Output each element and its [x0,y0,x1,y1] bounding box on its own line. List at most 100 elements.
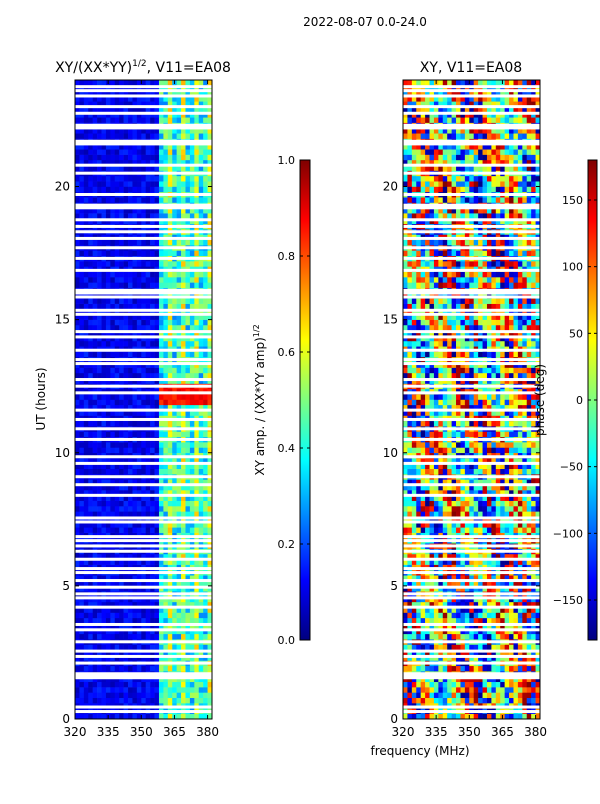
amplitude-cell [93,80,98,86]
phase-cell [412,634,417,640]
amplitude-cell [137,320,142,326]
amplitude-cell [146,261,151,267]
amplitude-cell [141,80,146,86]
missing-row [75,172,212,175]
amplitude-cell [128,442,133,448]
amplitude-cell [141,250,146,256]
amplitude-cell [159,213,164,219]
amplitude-cell [203,421,208,427]
amplitude-cell [115,442,120,448]
phase-cell [474,698,479,704]
amplitude-cell [199,240,204,246]
amplitude-cell [84,80,89,86]
amplitude-cell [141,187,146,193]
amplitude-cell [159,155,164,161]
amplitude-cell [203,692,208,698]
amplitude-cell [150,352,155,358]
amplitude-cell [203,687,208,693]
amplitude-cell [163,714,168,720]
phase-cell [469,682,474,688]
amplitude-cell [146,149,151,155]
amplitude-cell [163,304,168,310]
amplitude-cell [194,666,199,672]
phase-cell [434,687,439,693]
phase-cell [465,682,470,688]
amplitude-cell [119,250,124,256]
amplitude-cell [88,261,93,267]
phase-cell [513,714,518,720]
amplitude-cell [106,373,111,379]
amplitude-cell [132,298,137,304]
amplitude-cell [124,176,129,182]
amplitude-cell [181,506,186,512]
amplitude-cell [106,133,111,139]
amplitude-cell [137,469,142,475]
amplitude-cell [110,682,115,688]
amplitude-cell [150,421,155,427]
amplitude-cell [137,400,142,406]
amplitude-cell [115,634,120,640]
amplitude-cell [88,501,93,507]
amplitude-cell [177,325,182,331]
amplitude-cell [106,320,111,326]
missing-row [75,385,212,388]
amplitude-cell [110,240,115,246]
amplitude-cell [132,80,137,86]
phase-cell [465,687,470,693]
amplitude-cell [119,352,124,358]
amplitude-cell [79,501,84,507]
phase-cell [452,618,457,624]
phase-cell [412,692,417,698]
amplitude-cell [159,618,164,624]
amplitude-cell [194,181,199,187]
amplitude-cell [128,634,133,640]
phase-cell [491,692,496,698]
phase-cell [483,687,488,693]
amplitude-cell [163,400,168,406]
amplitude-cell [203,368,208,374]
amplitude-cell [172,272,177,278]
amplitude-cell [155,394,160,400]
phase-cell [496,666,501,672]
amplitude-cell [84,197,89,203]
amplitude-cell [155,368,160,374]
phase-cell [460,687,465,693]
amplitude-cell [124,394,129,400]
amplitude-cell [102,613,107,619]
amplitude-cell [93,298,98,304]
colorbar-tick-label: 0.4 [278,442,296,455]
amplitude-cell [168,666,173,672]
phase-cell [416,634,421,640]
amplitude-cell [194,261,199,267]
amplitude-cell [115,506,120,512]
amplitude-cell [102,442,107,448]
phase-cell [434,666,439,672]
amplitude-cell [185,666,190,672]
amplitude-cell [177,320,182,326]
phase-cell [513,618,518,624]
amplitude-cell [102,368,107,374]
amplitude-cell [132,240,137,246]
amplitude-cell [137,394,142,400]
amplitude-cell [119,527,124,533]
amplitude-cell [84,176,89,182]
phase-cell [425,527,430,533]
phase-cell [500,527,505,533]
amplitude-cell [137,133,142,139]
phase-cell [483,618,488,624]
amplitude-cell [79,240,84,246]
amplitude-cell [119,320,124,326]
amplitude-cell [84,469,89,475]
amplitude-cell [172,400,177,406]
y-tick-label: 15 [55,313,70,327]
amplitude-cell [194,240,199,246]
amplitude-cell [181,250,186,256]
amplitude-cell [102,447,107,453]
amplitude-cell [190,400,195,406]
amplitude-cell [84,527,89,533]
amplitude-cell [119,431,124,437]
amplitude-cell [102,117,107,123]
amplitude-cell [177,117,182,123]
amplitude-cell [128,250,133,256]
amplitude-cell [75,506,80,512]
